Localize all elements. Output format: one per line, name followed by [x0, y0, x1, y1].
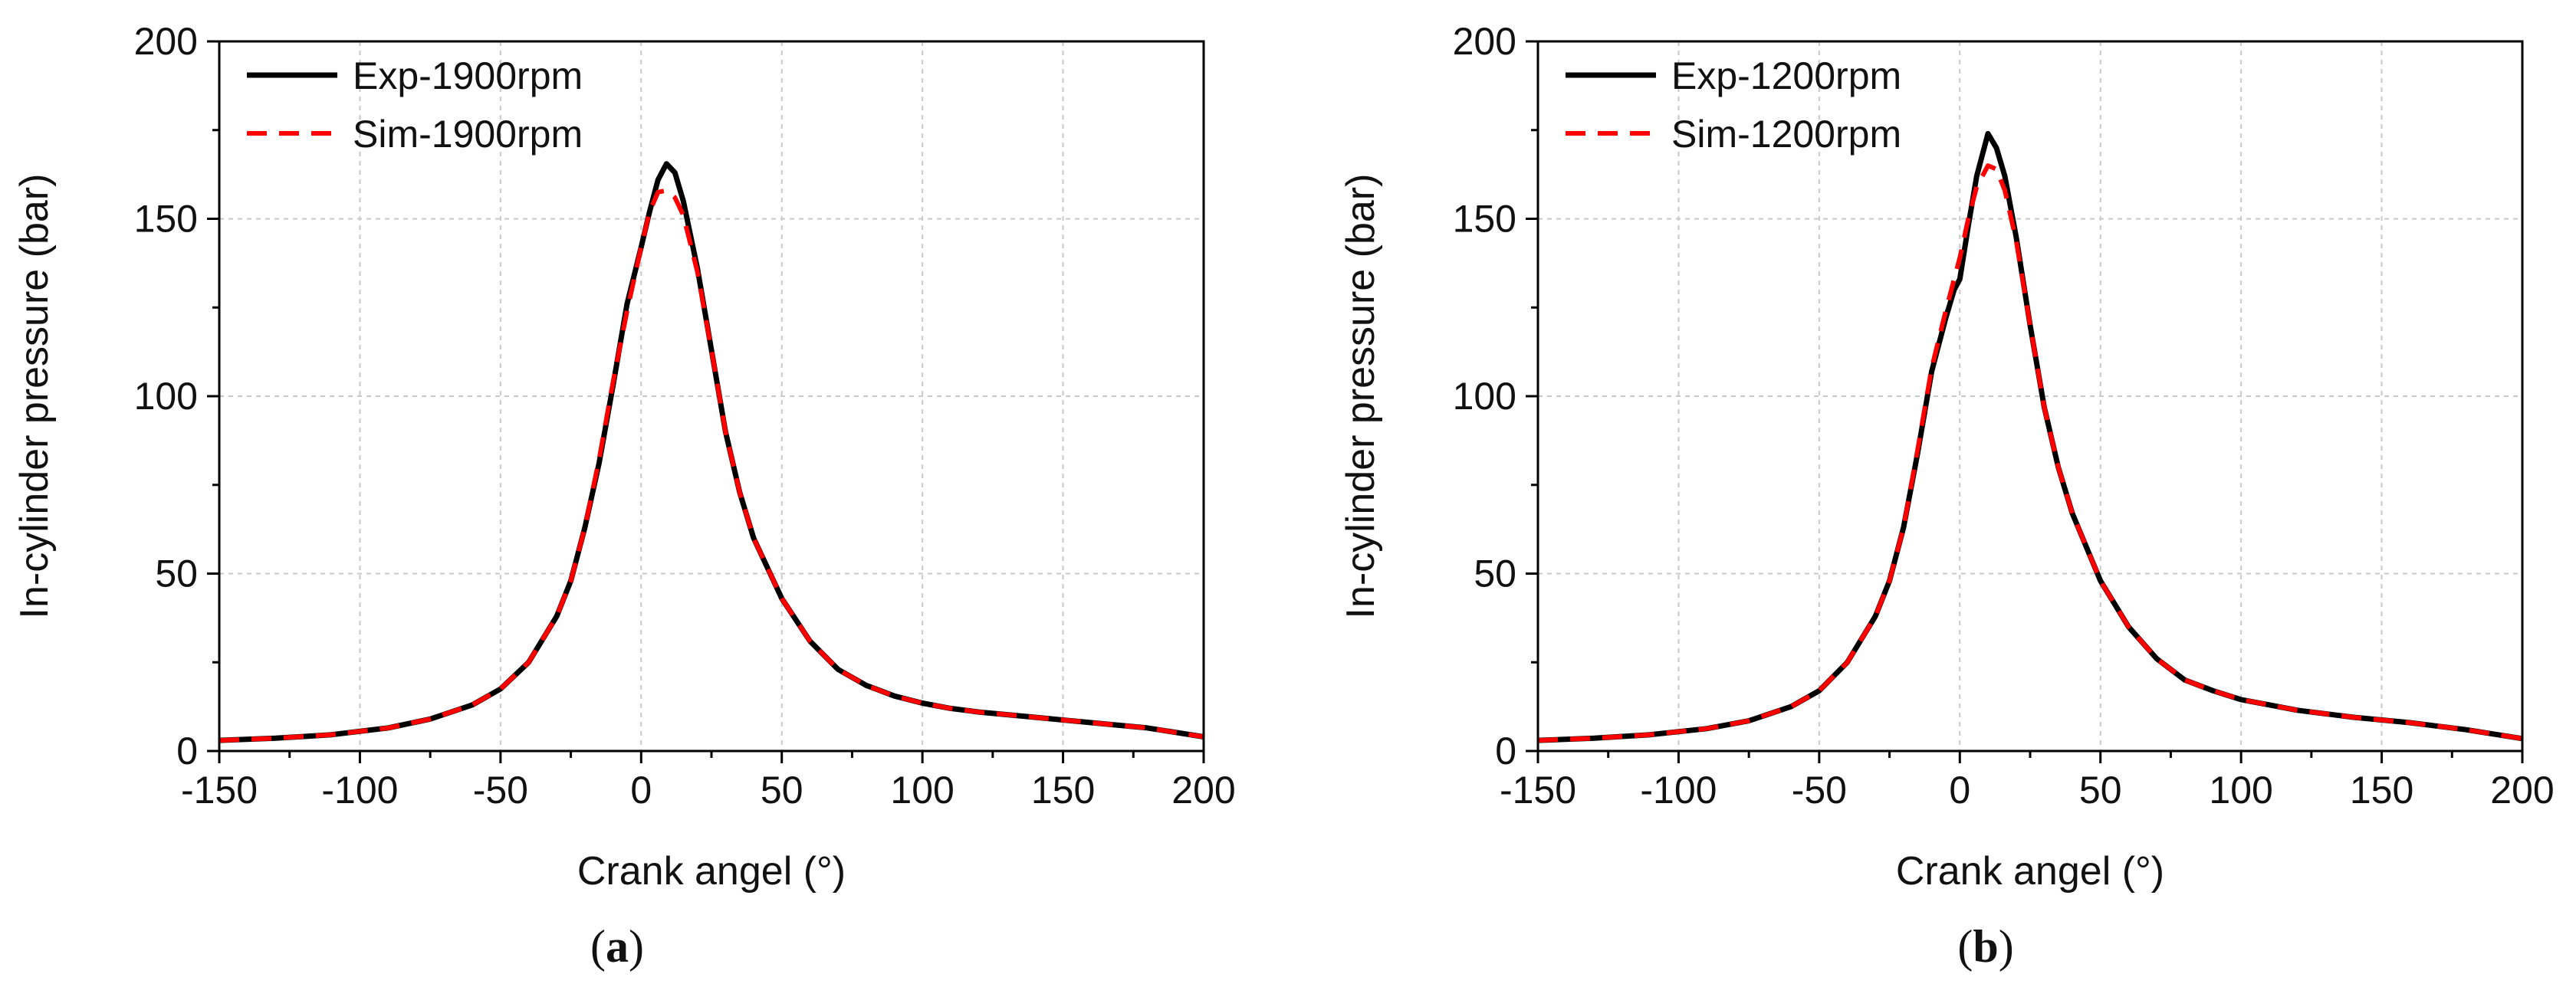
y-tick-label: 100	[1453, 375, 1516, 418]
x-tick-label: 0	[1949, 769, 1970, 812]
y-tick-label: 50	[1474, 553, 1516, 595]
x-tick-label: 50	[761, 769, 803, 812]
y-tick-label: 200	[1453, 20, 1516, 63]
y-axis-title: In-cylinder pressure (bar)	[12, 174, 57, 619]
panel-letter: b	[1973, 921, 1998, 972]
x-tick-label: -50	[473, 769, 528, 812]
x-tick-label: 100	[2209, 769, 2272, 812]
x-tick-label: 150	[2350, 769, 2413, 812]
legend: Exp-1900rpm Sim-1900rpm	[247, 54, 583, 156]
x-tick-label: -100	[1640, 769, 1717, 812]
x-tick-label: -50	[1792, 769, 1847, 812]
y-tick-label: 200	[134, 20, 198, 63]
x-tick-label: -150	[1500, 769, 1576, 812]
legend: Exp-1200rpm Sim-1200rpm	[1566, 54, 1901, 156]
y-tick-label: 150	[134, 198, 198, 241]
legend-label: Exp-1900rpm	[353, 54, 583, 97]
x-tick-label: -100	[321, 769, 398, 812]
panel-label-open: (	[590, 921, 606, 972]
y-tick-label: 150	[1453, 198, 1516, 241]
legend-label: Exp-1200rpm	[1671, 54, 1901, 97]
y-tick-label: 100	[134, 375, 198, 418]
legend-label: Sim-1200rpm	[1671, 113, 1901, 156]
x-tick-label: -150	[181, 769, 258, 812]
chart-panel-b: -150 -100 -50 0 50 100 150 200 0 50 100 150 200 Crank…	[1339, 20, 2555, 972]
x-tick-label: 0	[630, 769, 652, 812]
x-tick-label: 200	[2490, 769, 2554, 812]
series-line-sim-1200rpm	[1537, 163, 2523, 743]
grid	[1538, 41, 2522, 751]
x-tick-label: 150	[1031, 769, 1095, 812]
grid	[219, 41, 1204, 751]
x-tick-label: 100	[890, 769, 954, 812]
chart-panel-a: -150 -100 -50 0 50 100 150 200 0 50 100 150 200 Crank…	[12, 20, 1236, 972]
panel-label: (a)	[590, 921, 644, 972]
series-line-sim-1900rpm	[219, 188, 1204, 743]
panel-label-close: )	[1999, 921, 2014, 972]
y-tick-label: 0	[176, 730, 198, 772]
series-line-exp-1900rpm	[219, 161, 1204, 743]
panel-letter: a	[606, 921, 629, 972]
y-tick-label: 50	[155, 553, 198, 595]
x-tick-label: 200	[1171, 769, 1235, 812]
panel-label-open: (	[1957, 921, 1973, 972]
y-tick-label: 0	[1495, 730, 1516, 772]
x-axis-title: Crank angel (°)	[577, 849, 846, 894]
panel-label: (b)	[1957, 921, 2013, 972]
legend-label: Sim-1900rpm	[353, 113, 583, 156]
panel-label-close: )	[629, 921, 644, 972]
y-axis-title: In-cylinder pressure (bar)	[1339, 174, 1383, 619]
series-line-exp-1200rpm	[1537, 130, 2523, 743]
x-tick-label: 50	[2079, 769, 2122, 812]
x-axis-title: Crank angel (°)	[1896, 849, 2164, 894]
